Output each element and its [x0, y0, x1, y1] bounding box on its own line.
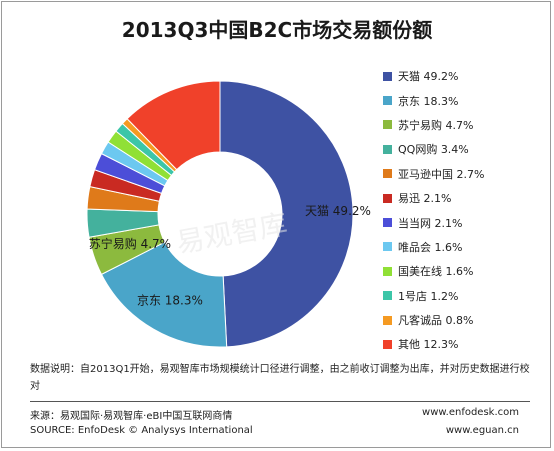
- legend-swatch: [383, 96, 392, 106]
- legend-item-7: 唯品会 1.6%: [383, 235, 484, 259]
- legend-swatch: [383, 218, 392, 228]
- slice-11: [126, 80, 221, 171]
- legend-item-10: 凡客诚品 0.8%: [383, 308, 484, 332]
- legend-item-9: 1号店 1.2%: [383, 284, 484, 308]
- legend-label: 当当网 2.1%: [398, 216, 463, 230]
- legend-swatch: [383, 193, 392, 203]
- footer-divider: [30, 401, 530, 402]
- legend-label: 苏宁易购 4.7%: [398, 118, 474, 132]
- legend-label: 天猫 49.2%: [398, 70, 459, 84]
- legend-item-2: 苏宁易购 4.7%: [383, 113, 484, 137]
- legend-item-6: 当当网 2.1%: [383, 210, 484, 234]
- legend-label: 唯品会 1.6%: [398, 240, 463, 254]
- donut-slices: [86, 80, 354, 348]
- legend-swatch: [383, 169, 392, 179]
- legend-swatch: [383, 339, 392, 349]
- legend-swatch: [383, 144, 392, 154]
- legend-item-8: 国美在线 1.6%: [383, 259, 484, 283]
- legend-swatch: [383, 242, 392, 252]
- slice-0: [219, 80, 354, 348]
- legend-swatch: [383, 291, 392, 301]
- slice-1: [100, 241, 228, 348]
- chart-title: 2013Q3中国B2C市场交易额份额: [121, 18, 433, 42]
- legend-swatch: [383, 120, 392, 130]
- legend-label: 亚马逊中国 2.7%: [398, 167, 485, 181]
- legend-label: 其他 12.3%: [398, 338, 459, 352]
- source-en: SOURCE: EnfoDesk © Analysys Internationa…: [30, 425, 253, 436]
- data-label-0: 天猫 49.2%: [305, 204, 371, 218]
- source-cn: 来源：易观国际·易观智库·eBI中国互联网商情: [30, 411, 233, 422]
- legend-item-0: 天猫 49.2%: [383, 64, 484, 88]
- legend-label: 国美在线 1.6%: [398, 265, 474, 279]
- data-labels: 天猫 49.2% 京东 18.3% 苏宁易购 4.7%: [89, 204, 371, 308]
- legend-swatch: [383, 266, 392, 276]
- legend-swatch: [383, 71, 392, 81]
- legend: 天猫 49.2% 京东 18.3% 苏宁易购 4.7% QQ网购 3.4% 亚马逊中国 …: [383, 64, 484, 357]
- data-label-2: 苏宁易购 4.7%: [89, 236, 171, 251]
- legend-label: QQ网购 3.4%: [398, 143, 469, 157]
- data-label-1: 京东 18.3%: [137, 294, 203, 308]
- legend-item-1: 京东 18.3%: [383, 88, 484, 112]
- legend-item-4: 亚马逊中国 2.7%: [383, 162, 484, 186]
- legend-label: 凡客诚品 0.8%: [398, 314, 474, 328]
- data-note: 数据说明：自2013Q1开始，易观智库市场规模统计口径进行调整，由之前收订调整为…: [30, 364, 530, 392]
- legend-item-5: 易迅 2.1%: [383, 186, 484, 210]
- legend-item-3: QQ网购 3.4%: [383, 137, 484, 161]
- url-eguan[interactable]: www.eguan.cn: [445, 425, 519, 436]
- legend-label: 易迅 2.1%: [398, 192, 452, 206]
- legend-label: 1号店 1.2%: [398, 289, 459, 303]
- legend-label: 京东 18.3%: [398, 94, 459, 108]
- legend-item-11: 其他 12.3%: [383, 332, 484, 356]
- url-enfodesk[interactable]: www.enfodesk.com: [422, 407, 519, 418]
- legend-swatch: [383, 315, 392, 325]
